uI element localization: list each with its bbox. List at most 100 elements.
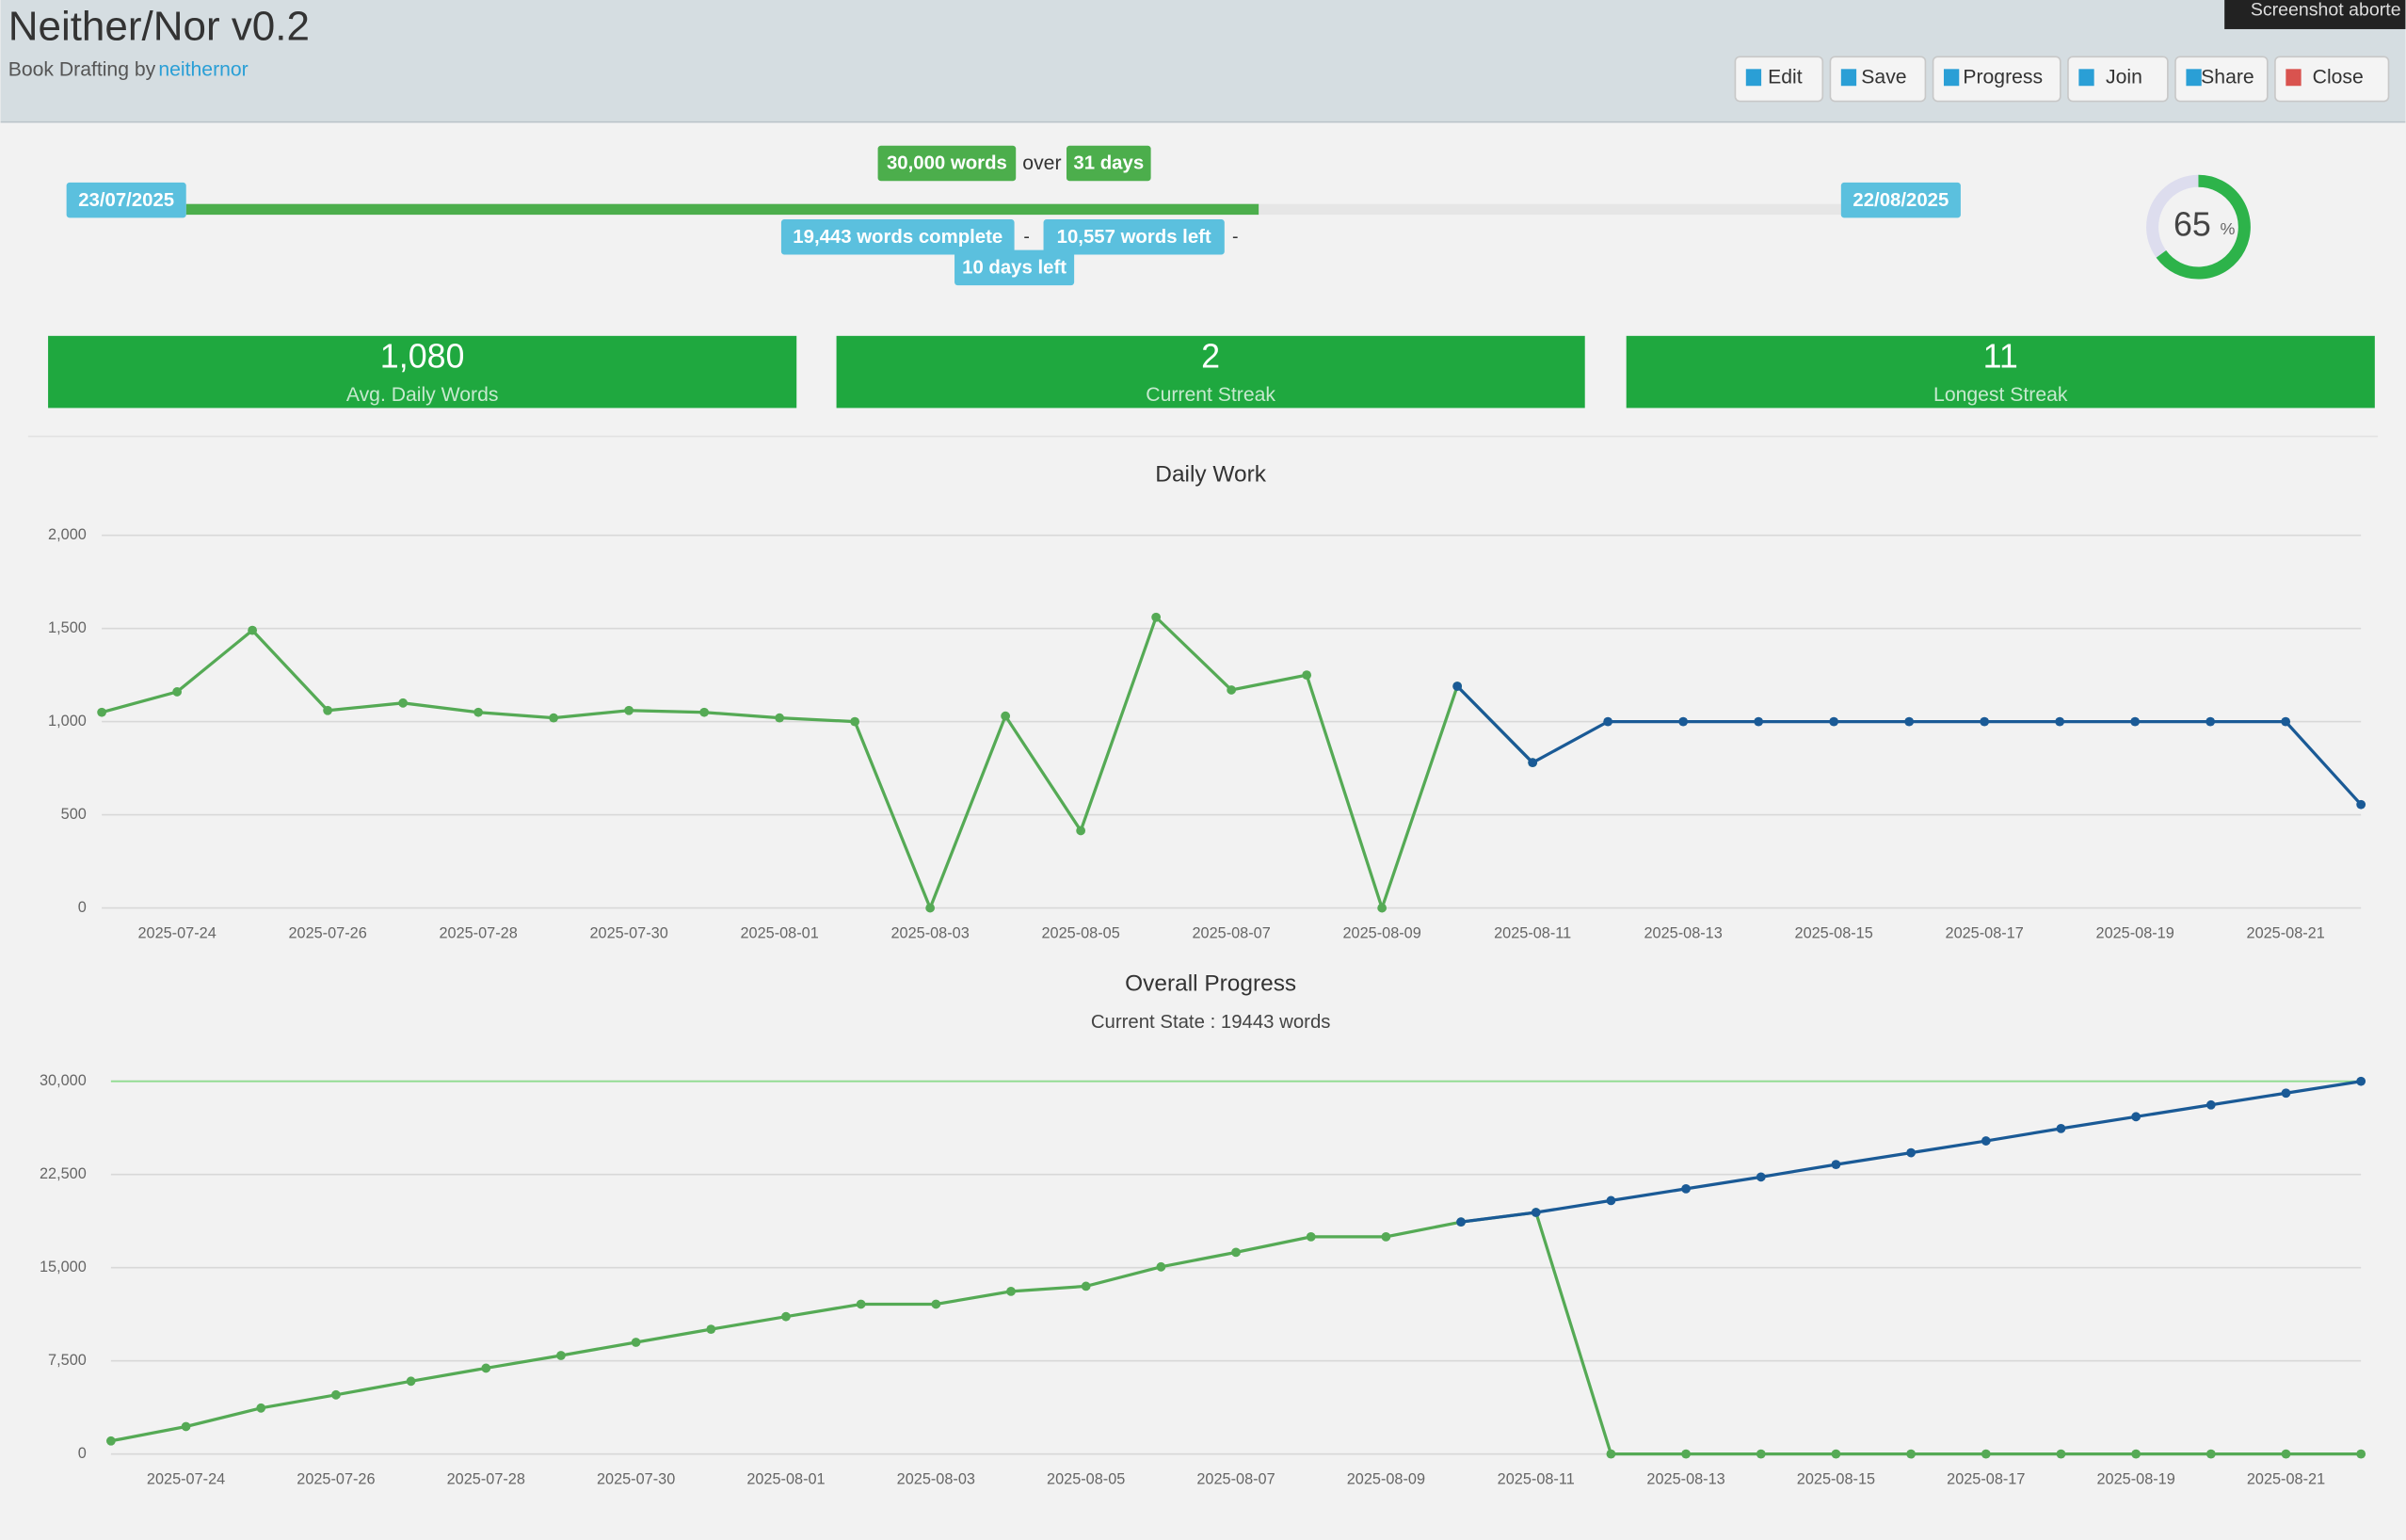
series-line <box>1455 684 2363 806</box>
button-label[interactable]: Join <box>2106 67 2142 88</box>
data-point <box>1227 685 1237 695</box>
data-point <box>856 1299 866 1309</box>
x-tick-label: 2025-08-19 <box>2096 1471 2174 1488</box>
data-point <box>2281 1088 2291 1099</box>
data-point <box>1306 1231 1316 1242</box>
author-link[interactable]: neithernor <box>158 59 248 81</box>
data-point <box>181 1421 191 1432</box>
data-point <box>1756 1172 1766 1182</box>
x-tick-label: 2025-08-05 <box>1041 925 1119 942</box>
data-point <box>248 625 258 635</box>
days-left-badge: 10 days left <box>962 258 1067 279</box>
days-badge: 31 days <box>1073 153 1144 174</box>
button[interactable] <box>2174 56 2269 103</box>
x-tick-label: 2025-08-21 <box>2247 925 2325 942</box>
x-tick-label: 2025-08-03 <box>890 925 969 942</box>
end-badge: 22/08/2025 <box>1853 190 1949 211</box>
button-label[interactable]: Edit <box>1768 67 1803 88</box>
button-icon <box>2078 69 2094 87</box>
data-point <box>1156 1261 1166 1272</box>
stat-label: Avg. Daily Words <box>346 384 499 406</box>
data-point <box>2356 1076 2366 1086</box>
x-tick-label: 2025-08-05 <box>1047 1471 1125 1488</box>
data-point <box>1531 1208 1541 1217</box>
data-point <box>481 1363 491 1373</box>
y-tick-label: 500 <box>61 806 87 823</box>
data-point <box>931 1299 941 1309</box>
data-point <box>2056 1449 2066 1459</box>
data-point <box>1603 716 1613 727</box>
chart-subtitle: Current State : 19443 words <box>1091 1012 1331 1033</box>
data-point <box>1681 1183 1691 1194</box>
data-point <box>1302 670 1312 681</box>
y-tick-label: 15,000 <box>40 1259 87 1275</box>
data-point <box>2131 1112 2141 1122</box>
x-tick-label: 2025-08-17 <box>1946 925 2024 942</box>
x-tick-label: 2025-08-01 <box>740 925 818 942</box>
notice-bg <box>2224 0 2406 29</box>
data-point <box>1456 1217 1466 1227</box>
data-point <box>1980 716 1990 727</box>
button[interactable] <box>1734 56 1824 103</box>
data-point <box>2055 716 2065 727</box>
data-point <box>1831 1449 1841 1459</box>
data-point <box>331 1389 341 1400</box>
x-tick-label: 2025-08-21 <box>2247 1471 2325 1488</box>
data-point <box>1151 612 1162 622</box>
donut-arc <box>2156 174 2251 280</box>
button-label[interactable]: Save <box>1861 67 1906 88</box>
x-tick-label: 2025-08-07 <box>1196 1471 1275 1488</box>
data-point <box>1231 1247 1241 1258</box>
data-point <box>2130 716 2141 727</box>
button-icon <box>1745 69 1762 87</box>
data-point <box>1906 1449 1917 1459</box>
data-point <box>1681 1449 1691 1459</box>
x-tick-label: 2025-07-26 <box>288 925 366 942</box>
dash: - <box>1023 227 1030 248</box>
start-badge: 23/07/2025 <box>78 190 174 211</box>
data-point <box>2281 1449 2291 1459</box>
x-tick-label: 2025-08-19 <box>2096 925 2174 942</box>
button-icon <box>1943 69 1960 87</box>
y-tick-label: 7,500 <box>48 1352 87 1369</box>
x-tick-label: 2025-07-26 <box>297 1471 375 1488</box>
button[interactable] <box>1829 56 1927 103</box>
y-tick-label: 22,500 <box>40 1165 87 1182</box>
data-point <box>631 1338 641 1347</box>
data-point <box>1831 1160 1841 1170</box>
button[interactable] <box>2274 56 2390 103</box>
data-point <box>925 903 936 913</box>
data-point <box>1981 1136 1991 1146</box>
x-tick-label: 2025-08-03 <box>897 1471 975 1488</box>
data-point <box>2206 1099 2216 1110</box>
data-point <box>624 705 634 715</box>
x-tick-label: 2025-08-15 <box>1795 925 1873 942</box>
data-point <box>699 707 710 717</box>
data-point <box>256 1403 266 1413</box>
button[interactable] <box>2067 56 2169 103</box>
data-point <box>775 713 785 723</box>
donut-value: 65 <box>2173 206 2211 244</box>
data-point <box>1829 716 1839 727</box>
data-point <box>556 1351 566 1360</box>
x-tick-label: 2025-08-13 <box>1646 1471 1724 1488</box>
button-label[interactable]: Close <box>2313 67 2364 88</box>
chart-title: Overall Progress <box>1125 971 1296 997</box>
data-point <box>1377 903 1387 913</box>
x-tick-label: 2025-08-17 <box>1947 1471 2025 1488</box>
data-point <box>1452 682 1463 691</box>
x-tick-label: 2025-08-09 <box>1342 925 1420 942</box>
x-tick-label: 2025-07-30 <box>589 925 667 942</box>
data-point <box>1754 716 1764 727</box>
data-point <box>398 698 409 708</box>
button-label[interactable]: Share <box>2201 67 2254 88</box>
data-point <box>2131 1449 2141 1459</box>
data-point <box>2206 1449 2216 1459</box>
button[interactable] <box>1932 56 2061 103</box>
x-tick-label: 2025-07-30 <box>597 1471 675 1488</box>
button-label[interactable]: Progress <box>1963 67 2043 88</box>
stat-label: Longest Streak <box>1933 384 2068 406</box>
progress-fill <box>185 203 1259 216</box>
button-icon <box>2286 69 2302 87</box>
